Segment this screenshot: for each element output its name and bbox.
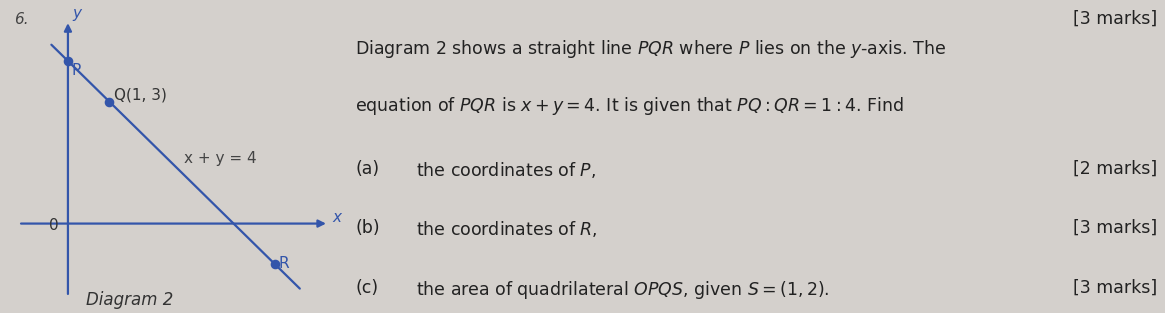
Text: x + y = 4: x + y = 4 (184, 151, 256, 166)
Text: (a): (a) (355, 160, 380, 178)
Text: x: x (332, 209, 341, 224)
Text: (b): (b) (355, 219, 380, 237)
Text: Q(1, 3): Q(1, 3) (114, 88, 168, 103)
Text: the coordinates of $R$,: the coordinates of $R$, (416, 219, 598, 239)
Text: [3 marks]: [3 marks] (1073, 9, 1158, 28)
Point (58, 59, 77, 64)
Text: Diagram 2 shows a straight line $PQR$ where $P$ lies on the $y$-axis. The: Diagram 2 shows a straight line $PQR$ wh… (355, 38, 946, 59)
Text: P: P (71, 63, 80, 78)
Text: the area of quadrilateral $OPQS$, given $S = (1, 2)$.: the area of quadrilateral $OPQS$, given … (416, 279, 829, 300)
Text: [3 marks]: [3 marks] (1073, 279, 1158, 297)
Text: y: y (72, 6, 82, 21)
Point (100, 99, 119, 104)
Text: 0: 0 (49, 218, 59, 233)
Text: the coordinates of $P$,: the coordinates of $P$, (416, 160, 595, 180)
Text: [3 marks]: [3 marks] (1073, 219, 1158, 237)
Text: [2 marks]: [2 marks] (1073, 160, 1158, 178)
Text: Diagram 2: Diagram 2 (86, 291, 174, 309)
Text: 6.: 6. (14, 13, 29, 28)
Text: R: R (278, 256, 289, 271)
Point (266, 262, 284, 267)
Text: (c): (c) (355, 279, 379, 297)
Text: equation of $PQR$ is $x + y = 4$. It is given that $PQ : QR = 1 : 4$. Find: equation of $PQR$ is $x + y = 4$. It is … (355, 95, 904, 117)
